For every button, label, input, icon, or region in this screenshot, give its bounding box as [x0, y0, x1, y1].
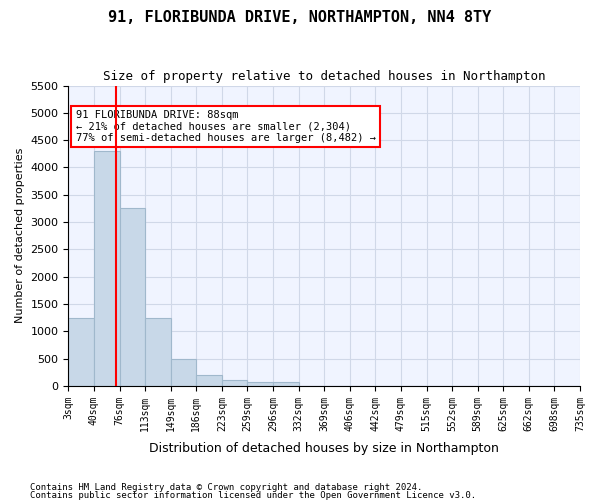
Text: 91 FLORIBUNDA DRIVE: 88sqm
← 21% of detached houses are smaller (2,304)
77% of s: 91 FLORIBUNDA DRIVE: 88sqm ← 21% of deta… [76, 110, 376, 144]
Bar [171, 358, 196, 386]
Text: Contains public sector information licensed under the Open Government Licence v3: Contains public sector information licen… [30, 490, 476, 500]
Bar [196, 375, 222, 386]
Bar [94, 151, 119, 386]
Bar [247, 382, 273, 386]
Bar [119, 208, 145, 386]
Text: Contains HM Land Registry data © Crown copyright and database right 2024.: Contains HM Land Registry data © Crown c… [30, 483, 422, 492]
Bar [222, 380, 247, 386]
Title: Size of property relative to detached houses in Northampton: Size of property relative to detached ho… [103, 70, 545, 83]
Text: 91, FLORIBUNDA DRIVE, NORTHAMPTON, NN4 8TY: 91, FLORIBUNDA DRIVE, NORTHAMPTON, NN4 8… [109, 10, 491, 25]
Bar [273, 382, 299, 386]
Bar [145, 318, 171, 386]
Bar [68, 318, 94, 386]
X-axis label: Distribution of detached houses by size in Northampton: Distribution of detached houses by size … [149, 442, 499, 455]
Y-axis label: Number of detached properties: Number of detached properties [15, 148, 25, 324]
